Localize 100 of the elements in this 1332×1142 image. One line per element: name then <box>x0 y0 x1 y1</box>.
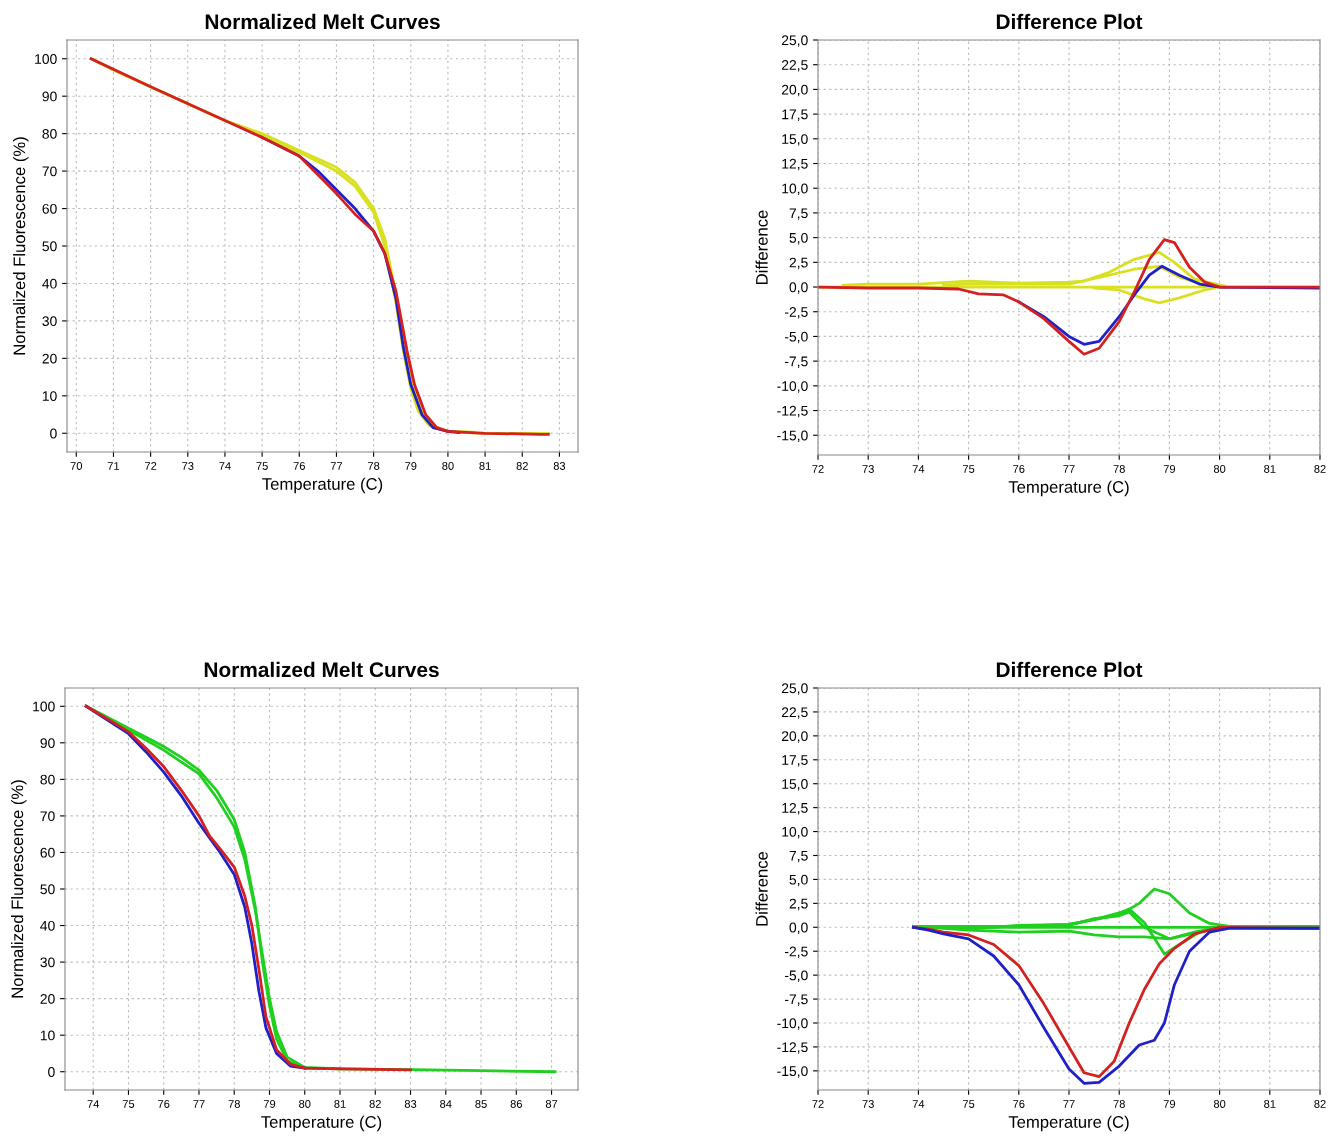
x-tick-label: 83 <box>553 462 566 470</box>
x-tick-label: 82 <box>1314 1100 1326 1108</box>
x-tick-label: 72 <box>812 1100 824 1108</box>
x-tick-label: 73 <box>862 1100 874 1108</box>
x-tick-label: 77 <box>193 1100 205 1108</box>
chart-title: Normalized Melt Curves <box>205 13 440 30</box>
x-axis-title: Temperature (C) <box>262 477 383 494</box>
y-tick-label: -10,0 <box>777 1018 808 1030</box>
y-tick-label: 80 <box>40 774 55 785</box>
x-tick-label: 70 <box>70 462 83 470</box>
y-tick-label: -15,0 <box>777 1066 808 1078</box>
y-tick-label: 20 <box>40 993 55 1004</box>
y-axis-title: Difference <box>755 851 768 926</box>
x-tick-label: 71 <box>107 462 120 470</box>
x-tick-label: 81 <box>334 1100 346 1108</box>
y-tick-label: -5,0 <box>784 331 808 344</box>
y-tick-label: 12,5 <box>782 158 808 171</box>
x-tick-label: 76 <box>1013 1100 1025 1108</box>
y-tick-label: 0 <box>50 428 57 439</box>
y-tick-label: 60 <box>40 847 55 858</box>
y-tick-label: -2,5 <box>784 946 808 959</box>
x-tick-label: 80 <box>1213 1100 1226 1108</box>
x-tick-label: 76 <box>1013 465 1025 473</box>
y-tick-label: 30 <box>42 316 57 327</box>
x-tick-label: 72 <box>145 462 157 470</box>
x-tick-label: 75 <box>256 462 268 470</box>
y-tick-label: 10,0 <box>782 826 808 839</box>
y-tick-label: 17,5 <box>782 755 808 767</box>
y-tick-label: -12,5 <box>777 1042 808 1054</box>
y-tick-label: 25,0 <box>781 35 808 47</box>
y-tick-label: 15,0 <box>782 779 808 791</box>
x-tick-label: 80 <box>1213 465 1226 473</box>
x-tick-label: 79 <box>1163 1100 1176 1108</box>
y-tick-label: 25,0 <box>781 683 808 695</box>
y-tick-label: 20 <box>42 353 57 364</box>
x-tick-label: 81 <box>1264 1100 1276 1108</box>
x-axis-title: Temperature (C) <box>1008 480 1129 497</box>
y-tick-label: -7,5 <box>784 994 808 1006</box>
x-tick-label: 79 <box>405 462 417 470</box>
y-tick-label: 70 <box>40 811 55 822</box>
y-tick-label: 100 <box>35 54 57 64</box>
y-axis-title: Normalized Fluorescence (%) <box>11 780 27 998</box>
y-tick-label: 15,0 <box>782 134 808 146</box>
x-tick-label: 78 <box>367 462 380 470</box>
x-tick-label: 87 <box>545 1100 558 1108</box>
y-tick-label: 22,5 <box>781 707 808 719</box>
y-tick-label: 0,0 <box>789 922 808 935</box>
x-tick-label: 78 <box>1113 1100 1125 1108</box>
y-tick-label: -7,5 <box>784 356 808 368</box>
y-tick-label: 40 <box>40 920 55 931</box>
x-tick-label: 81 <box>479 462 491 470</box>
x-axis-title: Temperature (C) <box>1008 1115 1129 1132</box>
x-axis-title: Temperature (C) <box>261 1115 382 1132</box>
y-tick-label: -12,5 <box>777 405 808 418</box>
x-tick-label: 86 <box>510 1100 522 1108</box>
chart-title: Normalized Melt Curves <box>204 661 439 678</box>
y-tick-label: 90 <box>42 91 57 102</box>
y-axis-title: Normalized Fluorescence (%) <box>13 137 29 355</box>
x-tick-label: 77 <box>1063 1100 1075 1108</box>
x-tick-label: 85 <box>475 1100 487 1108</box>
x-tick-label: 82 <box>369 1100 381 1108</box>
chart-title: Difference Plot <box>996 661 1143 678</box>
y-tick-label: 80 <box>42 128 57 139</box>
y-tick-label: 10,0 <box>782 183 808 196</box>
y-tick-label: -5,0 <box>784 970 808 982</box>
y-tick-label: 90 <box>40 738 55 748</box>
x-tick-label: 72 <box>812 465 824 473</box>
x-tick-label: 80 <box>299 1100 311 1108</box>
x-tick-label: 74 <box>912 1100 925 1108</box>
y-tick-label: -10,0 <box>777 381 808 393</box>
y-tick-label: 0 <box>48 1067 55 1077</box>
y-tick-label: 40 <box>42 278 57 289</box>
y-tick-label: 50 <box>40 884 55 895</box>
x-tick-label: 73 <box>182 462 194 470</box>
y-tick-label: 50 <box>42 241 57 252</box>
x-tick-label: 73 <box>862 465 874 473</box>
y-tick-label: 2,5 <box>789 257 808 270</box>
y-tick-label: 7,5 <box>789 850 808 863</box>
x-tick-label: 76 <box>158 1100 170 1108</box>
x-tick-label: 76 <box>293 462 305 470</box>
y-tick-label: 60 <box>42 203 57 214</box>
x-tick-label: 81 <box>1264 465 1276 473</box>
y-tick-label: 100 <box>33 701 55 712</box>
x-tick-label: 82 <box>516 462 528 470</box>
y-tick-label: 30 <box>40 957 55 968</box>
y-tick-label: 17,5 <box>782 109 808 121</box>
x-tick-label: 83 <box>404 1100 417 1108</box>
y-tick-label: -15,0 <box>777 430 808 443</box>
y-tick-label: 5,0 <box>789 874 808 887</box>
y-tick-label: 5,0 <box>789 232 808 245</box>
x-tick-label: 75 <box>962 465 975 473</box>
x-tick-label: 78 <box>228 1100 240 1108</box>
x-tick-label: 77 <box>1063 465 1075 473</box>
y-tick-label: 12,5 <box>782 802 808 815</box>
y-tick-label: 22,5 <box>781 60 808 72</box>
x-tick-label: 78 <box>1113 465 1125 473</box>
y-tick-label: 20,0 <box>781 731 808 743</box>
x-tick-label: 84 <box>440 1100 452 1108</box>
x-tick-label: 77 <box>330 462 343 470</box>
x-tick-label: 75 <box>962 1100 975 1108</box>
